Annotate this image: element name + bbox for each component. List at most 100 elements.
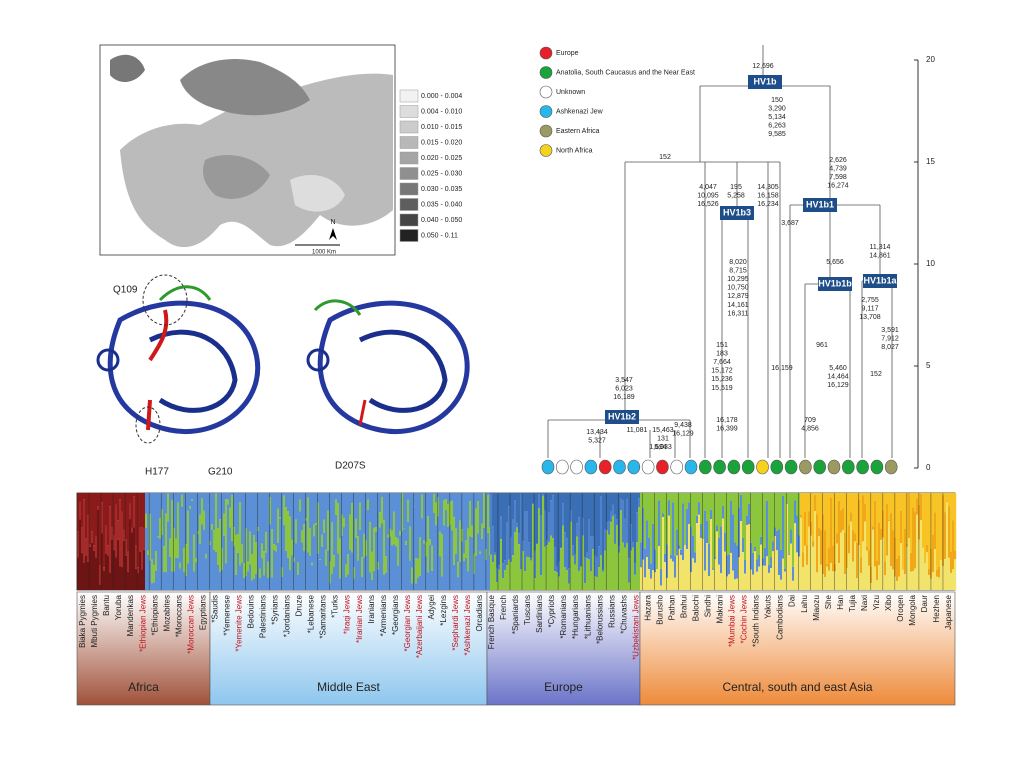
admixture-stripe [728,574,731,590]
haplogroup-label: HV1b3 [723,207,751,217]
admixture-stripe [253,535,256,579]
admixture-stripe [920,520,923,590]
admixture-stripe [363,533,366,558]
admixture-stripe [417,577,420,590]
admixture-stripe [265,493,268,532]
admixture-stripe [612,493,615,505]
admixture-stripe [475,556,478,590]
leaf [641,459,655,475]
admixture-stripe [854,533,857,542]
admixture-stripe [540,515,543,576]
mutation-label: 10,095 [697,192,719,199]
admixture-stripe [774,536,777,590]
admixture-stripe [750,493,753,543]
population-label: She [824,594,833,609]
admixture-stripe [105,525,108,554]
admixture-stripe [345,493,348,565]
admixture-stripe [952,493,955,521]
admixture-stripe [365,540,368,556]
admixture-stripe [574,493,577,555]
admixture-stripe [235,493,238,535]
admixture-stripe [449,501,452,525]
admixture-stripe [546,545,549,590]
admixture-stripe [690,493,693,527]
admixture-stripe [257,530,260,590]
admixture-stripe [496,567,499,583]
admixture-stripe [538,508,541,590]
admixture-stripe [479,553,482,590]
admixture-stripe [708,576,711,590]
admixture-stripe [940,493,943,559]
admixture-stripe [946,501,949,503]
admixture-stripe [439,556,442,590]
admixture-stripe [510,493,513,538]
admixture-stripe [808,526,811,590]
admixture-stripe [429,545,432,590]
admixture-stripe [668,515,671,590]
admixture-stripe [301,493,304,531]
admixture-stripe [734,542,737,580]
admixture-stripe [670,558,673,590]
admixture-stripe [926,544,929,553]
residue-label: Q109 [113,285,138,296]
admixture-stripe [502,493,505,564]
admixture-stripe [113,549,116,590]
population-label: *Ethiopians [150,595,159,635]
admixture-stripe [562,493,565,504]
admixture-stripe [932,572,935,590]
admixture-stripe [852,493,855,530]
admixture-stripe [504,560,507,571]
admixture-stripe [319,493,322,560]
admixture-stripe [776,493,779,531]
leaf [841,459,855,475]
admixture-stripe [139,551,142,590]
admixture-stripe [135,493,138,546]
admixture-stripe [255,542,258,574]
mutation-label: 961 [816,342,828,349]
admixture-stripe [191,493,194,500]
admixture-stripe [626,493,629,500]
admixture-stripe [862,495,865,542]
admixture-stripe [361,576,364,590]
admixture-stripe [948,493,951,507]
admixture-stripe [944,512,947,560]
admixture-stripe [233,493,236,528]
admixture-stripe [784,493,787,569]
admixture-stripe [638,498,641,508]
admixture-stripe [101,502,104,534]
admixture-stripe [203,510,206,530]
admixture-stripe [83,563,86,590]
admixture-stripe [788,555,791,590]
admixture-stripe [732,570,735,590]
admixture-stripe [614,514,617,544]
admixture-stripe [375,531,378,590]
admixture-stripe [459,493,462,521]
mutation-label: 3,547 [615,377,633,384]
admixture-stripe [331,493,334,523]
admixture-stripe [534,578,537,590]
admixture-stripe [223,535,226,590]
admixture-stripe [830,497,833,563]
admixture-stripe [686,493,689,509]
admixture-stripe [622,542,625,590]
admixture-stripe [812,541,815,547]
admixture-stripe [926,493,929,545]
admixture-stripe [640,567,643,590]
admixture-stripe [209,541,212,545]
residue-label: D207S [335,461,366,472]
protein-structure [96,274,470,444]
admixture-stripe [139,527,142,552]
admixture-stripe [431,570,434,590]
admixture-stripe [347,554,350,575]
admixture-stripe [389,493,392,529]
admixture-stripe [339,578,342,590]
admixture-stripe [217,528,220,565]
admixture-stripe [648,537,651,570]
mutation-label: 5,656 [826,259,844,266]
admixture-stripe [554,493,557,548]
admixture-stripe [105,553,108,590]
admixture-stripe [261,493,264,544]
admixture-stripe [301,530,304,543]
admixture-stripe [451,500,454,531]
admixture-stripe [137,567,140,574]
